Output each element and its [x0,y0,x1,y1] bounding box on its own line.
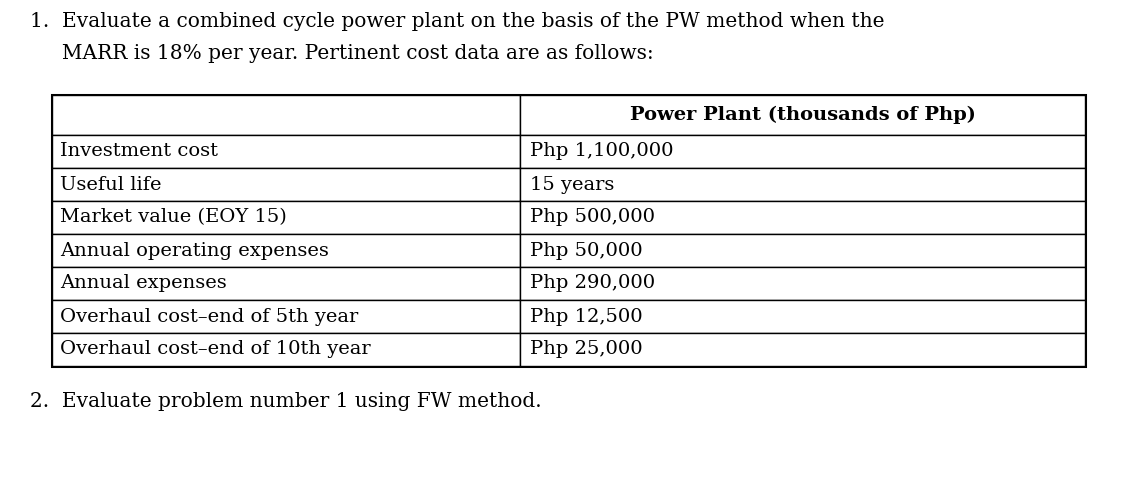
Text: Php 25,000: Php 25,000 [530,341,643,359]
Bar [52,168,521,201]
Text: Annual expenses: Annual expenses [60,275,227,293]
Text: Overhaul cost–end of 5th year: Overhaul cost–end of 5th year [60,308,358,326]
Bar [52,95,1085,366]
Bar [52,234,521,267]
Text: MARR is 18% per year. Pertinent cost data are as follows:: MARR is 18% per year. Pertinent cost dat… [29,44,653,63]
Bar [52,201,521,234]
Bar [52,135,521,168]
Bar [521,300,1085,333]
Text: Annual operating expenses: Annual operating expenses [60,241,329,260]
Bar [521,201,1085,234]
Bar [52,267,521,300]
Bar [521,267,1085,300]
Bar [52,333,521,366]
Bar [521,333,1085,366]
Text: 15 years: 15 years [530,175,615,193]
Bar [521,135,1085,168]
Text: Php 290,000: Php 290,000 [530,275,655,293]
Text: Php 12,500: Php 12,500 [530,308,643,326]
Text: Useful life: Useful life [60,175,161,193]
Text: Php 1,100,000: Php 1,100,000 [530,142,674,160]
Bar [521,168,1085,201]
Text: 1.  Evaluate a combined cycle power plant on the basis of the PW method when the: 1. Evaluate a combined cycle power plant… [29,12,885,31]
Text: 2.  Evaluate problem number 1 using FW method.: 2. Evaluate problem number 1 using FW me… [29,392,542,411]
Text: Power Plant (thousands of Php): Power Plant (thousands of Php) [629,106,975,124]
Text: Php 500,000: Php 500,000 [530,208,655,226]
Text: Overhaul cost–end of 10th year: Overhaul cost–end of 10th year [60,341,371,359]
Text: Php 50,000: Php 50,000 [530,241,643,260]
Bar [521,234,1085,267]
Bar [521,95,1085,135]
Bar [52,300,521,333]
Bar [52,95,521,135]
Text: Market value (EOY 15): Market value (EOY 15) [60,208,287,226]
Text: Investment cost: Investment cost [60,142,218,160]
